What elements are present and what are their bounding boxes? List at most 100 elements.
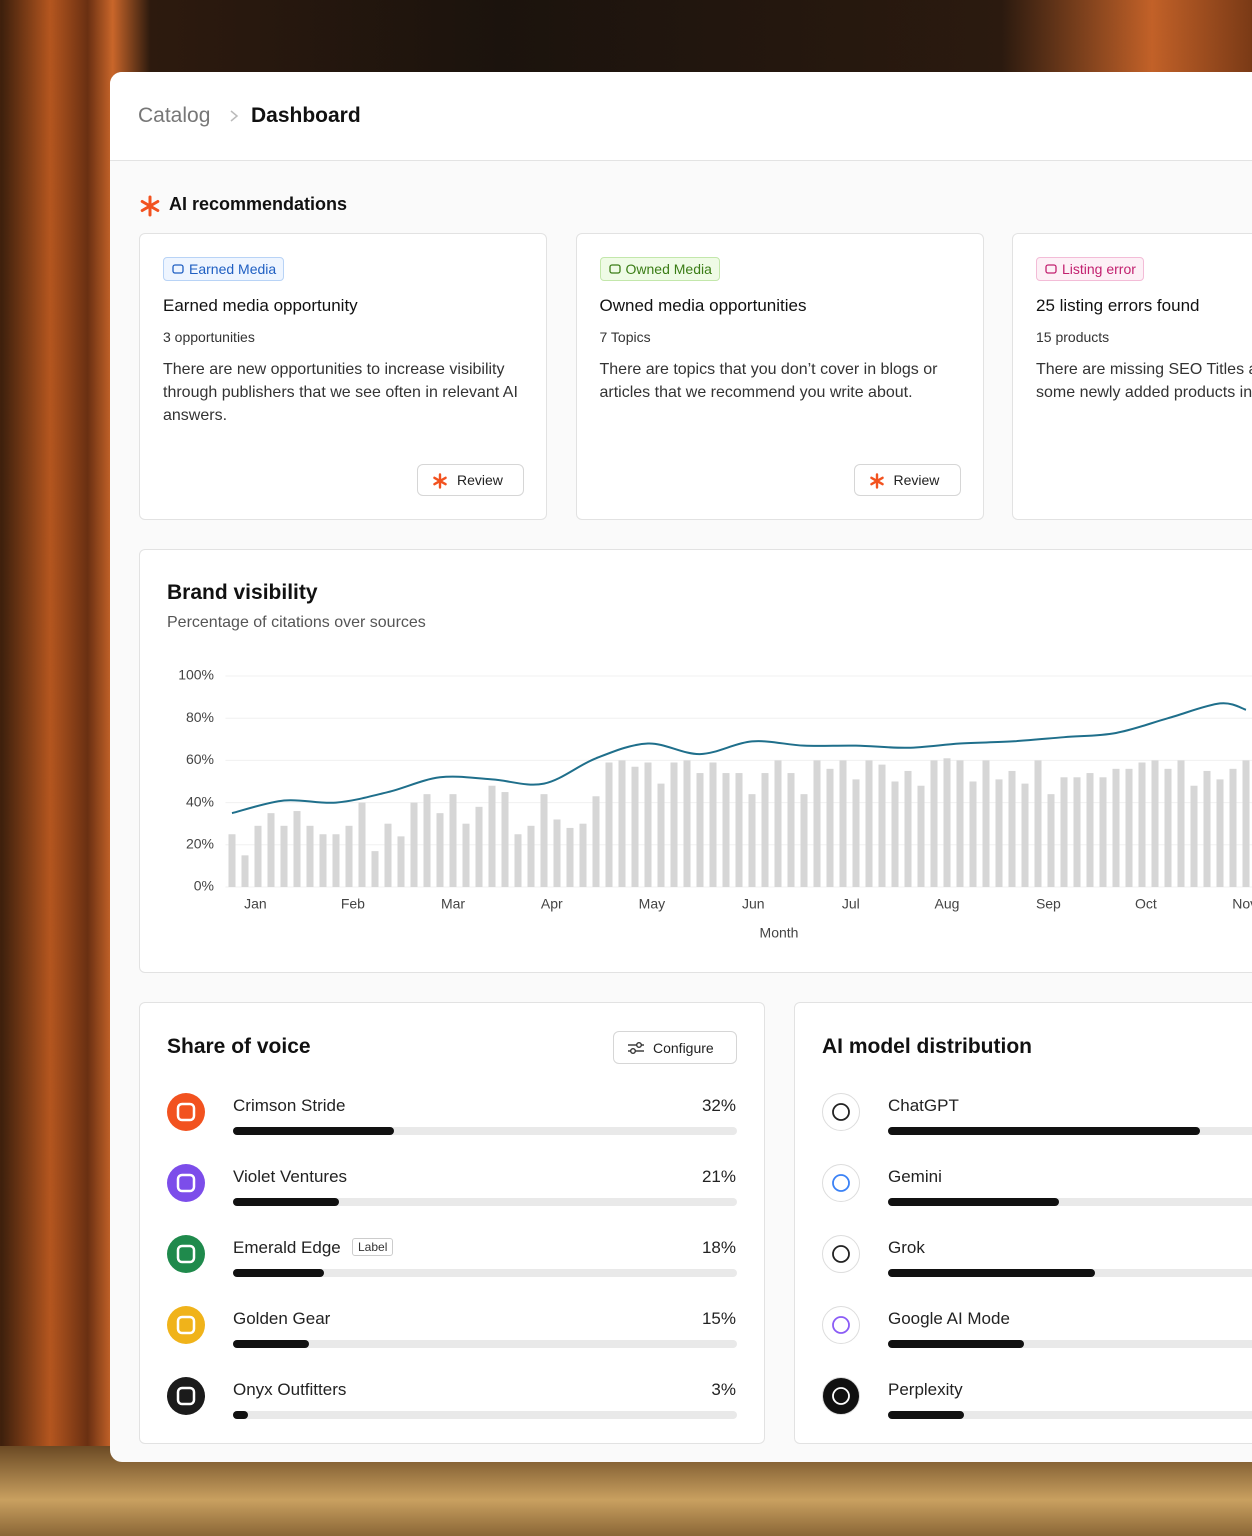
ai-icon-strokes [433,473,447,489]
bar [709,762,717,887]
bar [852,779,860,887]
model-icon [822,1306,860,1344]
tag: Listing error [1036,257,1144,281]
ai-model-card: AI model distribution ChatGPT Gemini Grok G… [794,1002,1252,1444]
chart-subtitle: Percentage of citations over sources [167,614,426,631]
configure-label[interactable]: Configure [653,1040,714,1056]
tag-label: Listing error [1062,261,1136,277]
bar [1177,760,1185,887]
review-button[interactable]: Review [853,464,961,496]
review-label[interactable]: Review [457,472,503,488]
item-badge: Label [352,1238,394,1256]
bar [293,811,301,887]
ai-icon-stroke [433,476,447,486]
bar [423,794,431,887]
card-description: There are topics that you don’t cover in… [599,361,938,401]
bar [592,796,600,887]
item-value-label: 18% [701,1238,736,1257]
bar [1242,760,1250,887]
bar [888,1340,1025,1348]
card-count: 15 products [1036,329,1110,345]
model-icon-glyph [832,1387,850,1405]
bar [735,773,743,887]
item-name: Golden Gear [233,1309,331,1328]
bar [1099,777,1107,887]
bar-track [233,1198,737,1206]
card-title: Earned media opportunity [163,296,358,315]
bar-track [888,1127,1252,1135]
bar [1112,768,1120,887]
bar [566,827,574,887]
bar [233,1127,395,1135]
bar-track [888,1411,1252,1419]
bar [878,764,886,887]
card-description: There are missing SEO Titles and Descrip… [1036,361,1252,401]
bar [813,760,821,887]
bar [397,836,405,887]
bar [982,760,990,887]
bar [1190,785,1198,887]
brand-icon [167,1164,205,1202]
breadcrumb-current: Dashboard [251,104,361,127]
chart-card: Brand visibility Percentage of citations… [139,549,1252,973]
y-tick-label: 80% [186,709,214,725]
y-tick-label: 20% [186,836,214,852]
card-title: 25 listing errors found [1036,296,1200,315]
tag-label: Earned Media [189,261,277,277]
model-icon-bg [822,1377,860,1415]
line [231,702,1247,815]
item-value-label: 3% [711,1380,736,1399]
x-tick-label: Jul [842,896,860,912]
model-icon-glyph [832,1174,850,1192]
bar [1125,768,1133,887]
tag-icon [1045,264,1057,274]
dashboard-panel: Catalog Dashboard AI recommendations Bra… [110,72,1252,1462]
ai-icon-stroke [869,476,884,486]
bar [233,1269,324,1277]
bar [319,834,327,887]
bar [371,851,379,887]
bar [904,770,912,887]
recommendation-card: Earned Media Earned media opportunity 3 op… [139,233,547,520]
bar [1060,777,1068,887]
bar [891,781,899,887]
bar [1008,770,1016,887]
bar [332,834,340,887]
tag-icon-shape [1045,264,1057,274]
bar [1138,762,1146,887]
bar [787,773,795,887]
item-value-label: 21% [701,1167,736,1186]
bar-track [888,1269,1252,1277]
card-title: Owned media opportunities [599,296,807,315]
bar [839,760,847,887]
tag: Owned Media [599,257,720,281]
bar [1151,760,1159,887]
bar [774,760,782,887]
bar [1216,779,1224,887]
bar [488,785,496,887]
model-icon [822,1093,860,1131]
item-name: Google AI Mode [888,1309,1010,1328]
bar [241,855,249,887]
configure-button[interactable]: Configure [613,1031,737,1064]
review-button[interactable]: Review [417,464,524,496]
review-label[interactable]: Review [893,472,940,488]
header: Catalog Dashboard [110,72,1252,161]
card-title: Share of voice [167,1035,311,1058]
bar [410,802,418,887]
recommendation-card: Owned Media Owned media opportunities 7 To… [575,233,984,520]
bar [1164,768,1172,887]
bar [306,825,314,887]
bar [969,781,977,887]
bar [540,794,548,887]
bar [605,762,613,887]
bar [618,760,626,887]
x-tick-label: Nov [1232,896,1252,912]
breadcrumb-parent[interactable]: Catalog [138,104,211,127]
ai-icon [140,195,160,217]
bar-track [233,1127,737,1135]
bar [644,762,652,887]
bar [995,779,1003,887]
brand-icon-bg [167,1306,205,1344]
